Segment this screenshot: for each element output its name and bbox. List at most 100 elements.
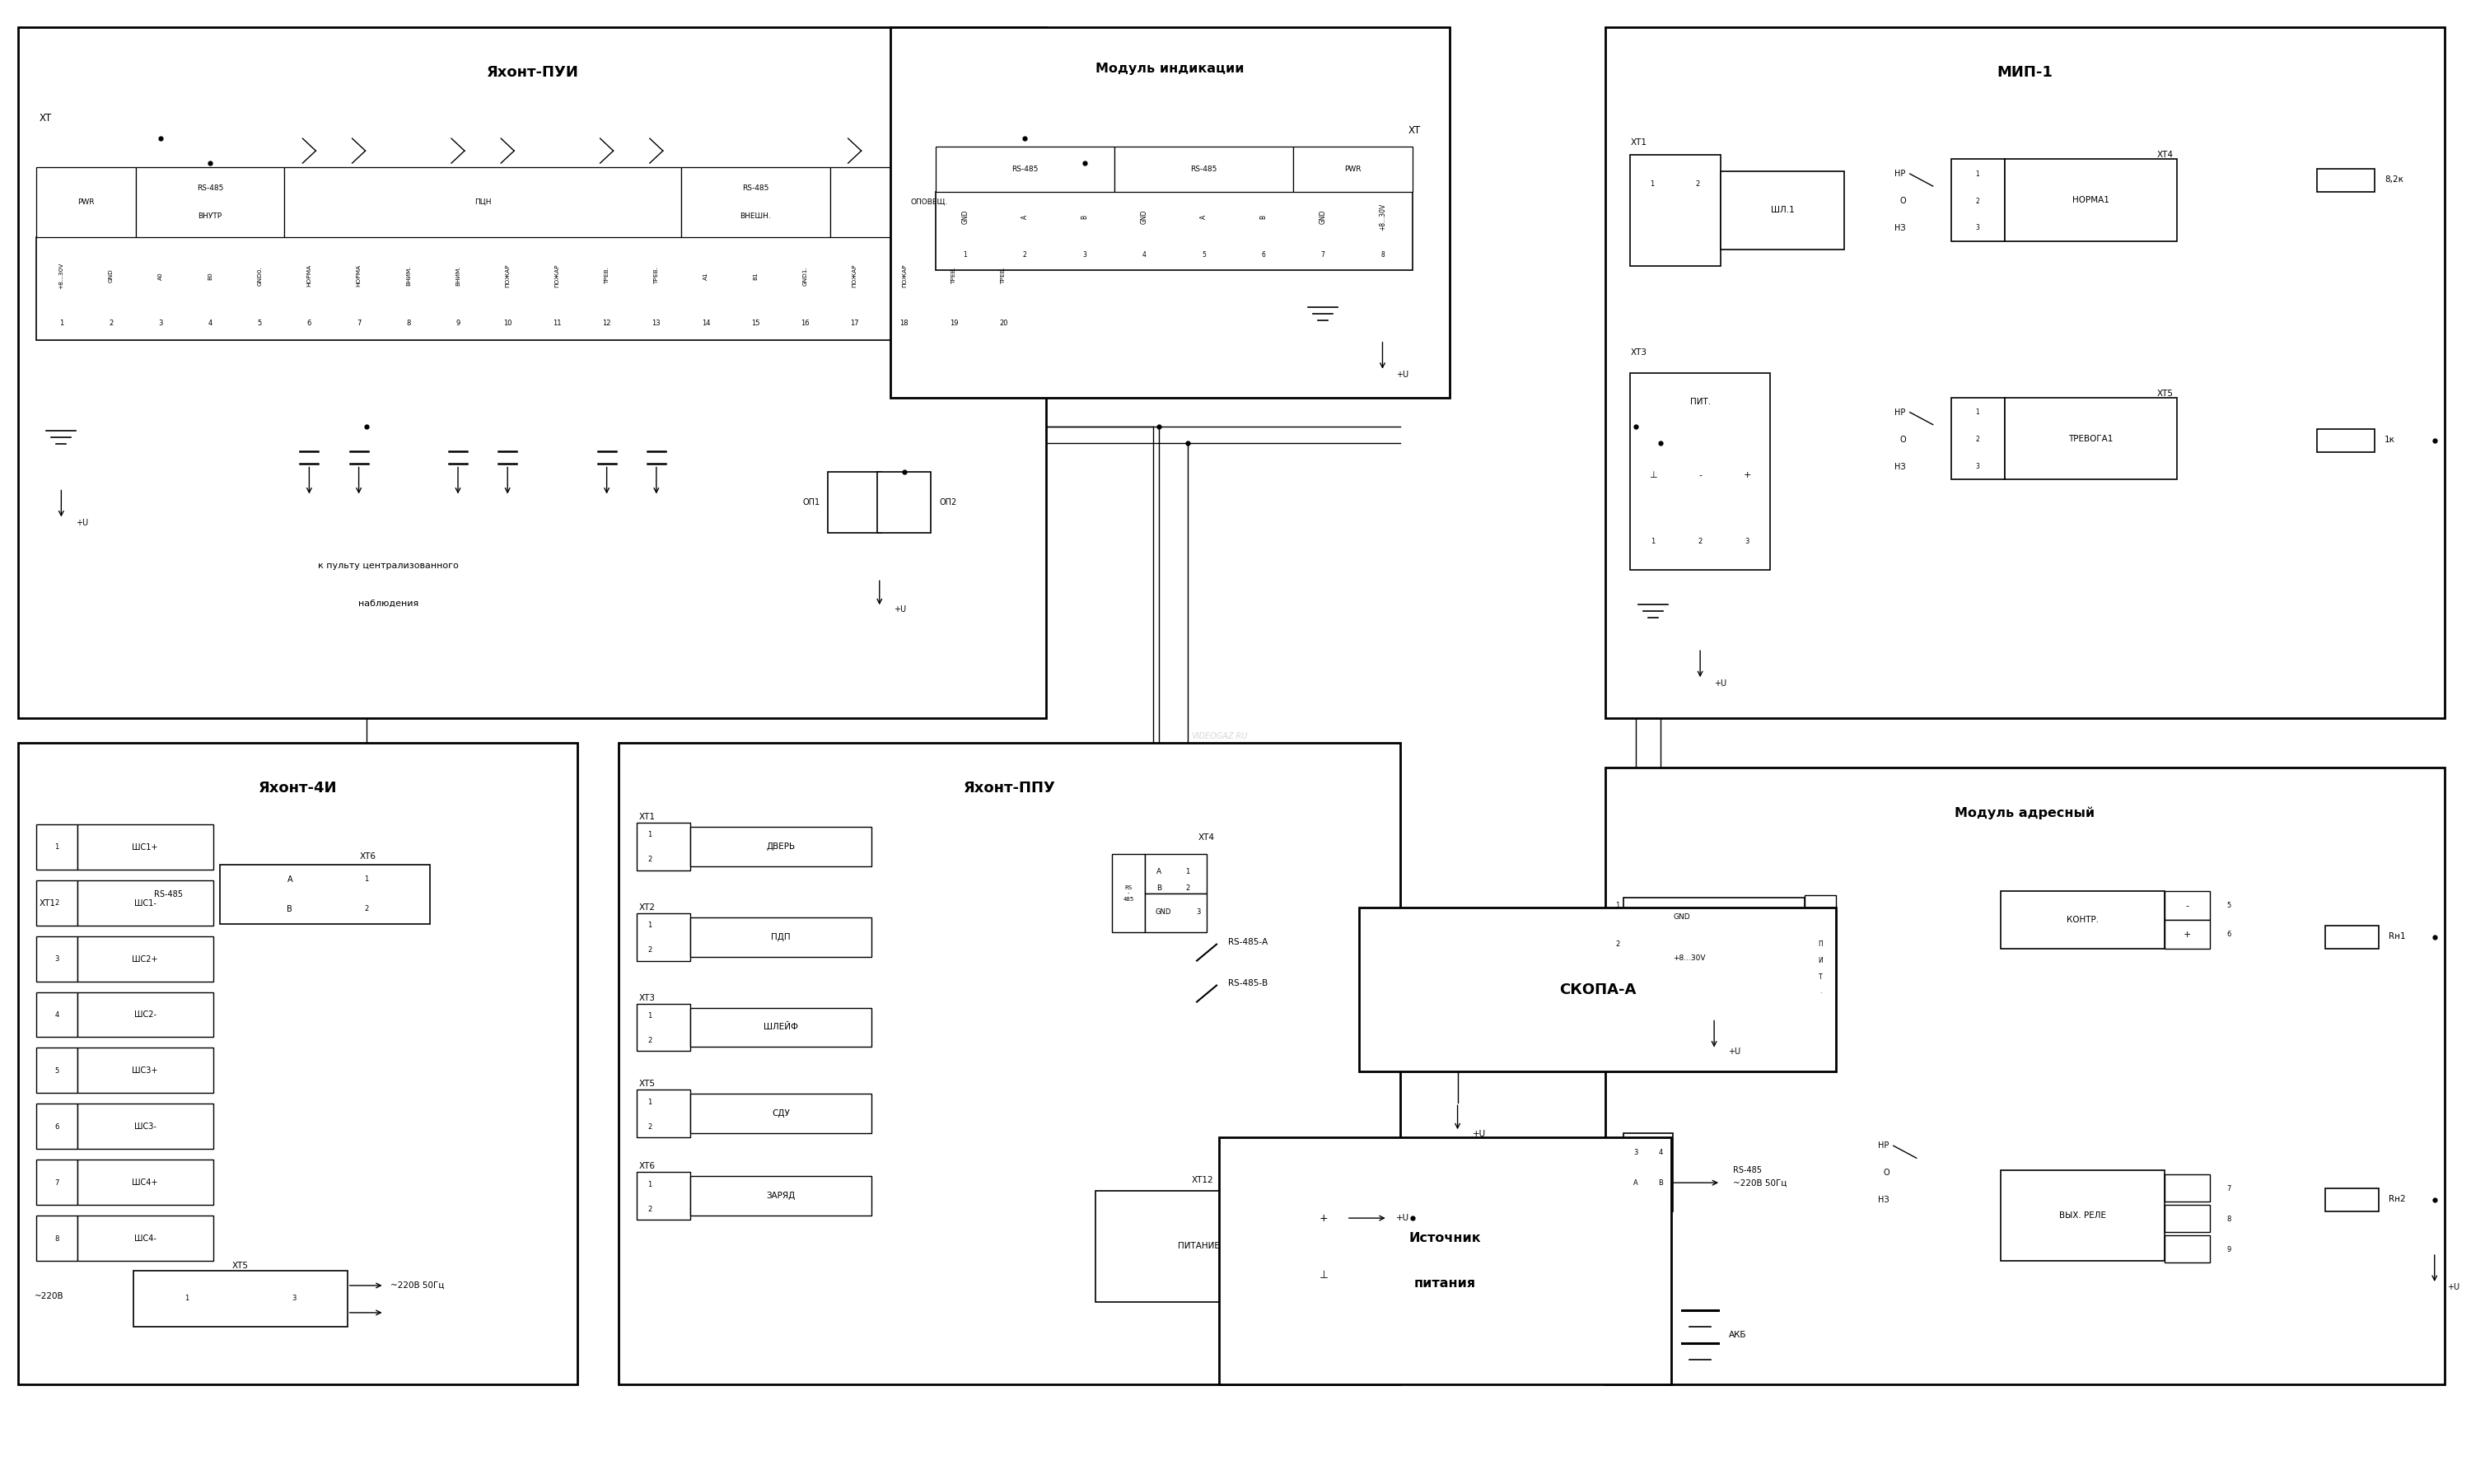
Text: ХТ: ХТ	[40, 113, 52, 123]
Text: СКОПА-А: СКОПА-А	[1559, 982, 1636, 997]
Bar	[1144, 893, 1206, 932]
Bar	[1623, 898, 1804, 979]
Text: 3: 3	[54, 956, 59, 963]
Text: B: B	[1658, 1178, 1663, 1186]
Bar	[689, 827, 872, 867]
Text: к пульту централизованного: к пульту централизованного	[319, 562, 460, 570]
Text: 7: 7	[2226, 1184, 2231, 1192]
Text: Rн1: Rн1	[2389, 932, 2404, 941]
Bar	[2325, 1189, 2380, 1211]
Text: +U: +U	[77, 519, 89, 527]
Text: 1: 1	[1651, 180, 1656, 187]
Text: +U: +U	[2446, 1284, 2459, 1291]
Bar	[682, 168, 830, 237]
Text: 3: 3	[292, 1296, 297, 1303]
Text: 2: 2	[647, 856, 652, 864]
Text: 2: 2	[1974, 436, 1979, 444]
Bar	[284, 168, 682, 237]
Bar	[638, 1003, 689, 1051]
Text: 15: 15	[751, 319, 759, 326]
Text: Rн2: Rн2	[2389, 1195, 2404, 1204]
Bar	[77, 1048, 213, 1094]
Text: 1: 1	[647, 1012, 652, 1020]
Text: 1: 1	[363, 876, 368, 883]
Bar	[890, 28, 1450, 398]
Text: +U: +U	[1727, 1048, 1740, 1057]
Text: 6: 6	[54, 1123, 59, 1131]
Text: 2: 2	[647, 1037, 652, 1045]
Text: 5: 5	[2226, 902, 2231, 910]
Text: GND0.: GND0.	[257, 266, 262, 285]
Text: питания: питания	[1413, 1278, 1475, 1290]
Text: Яхонт-ППУ: Яхонт-ППУ	[964, 781, 1055, 795]
Bar	[77, 824, 213, 870]
Bar	[1095, 1192, 1302, 1301]
Text: 1: 1	[54, 843, 59, 850]
Text: ХТ: ХТ	[1408, 125, 1421, 135]
Text: B1: B1	[754, 272, 759, 280]
Text: П: П	[1819, 941, 1824, 948]
Text: ХТ3: ХТ3	[640, 994, 655, 1002]
Text: НР: НР	[1895, 408, 1905, 417]
Bar	[1112, 853, 1144, 932]
Text: ПОЖАР: ПОЖАР	[902, 264, 907, 288]
Text: 5: 5	[257, 319, 262, 326]
Bar	[37, 991, 77, 1037]
Text: ТРЕВ.: ТРЕВ.	[655, 267, 660, 285]
Text: Яхонт-4И: Яхонт-4И	[259, 781, 339, 795]
Text: ПЦН: ПЦН	[474, 199, 492, 206]
Text: 11: 11	[554, 319, 561, 326]
Text: RS-485: RS-485	[1732, 1166, 1762, 1174]
Text: ~220В 50Гц: ~220В 50Гц	[1732, 1178, 1787, 1187]
Text: ПОЖАР: ПОЖАР	[852, 264, 857, 288]
Text: 4: 4	[1658, 1149, 1663, 1156]
Text: GND: GND	[1673, 914, 1690, 922]
Bar	[689, 1094, 872, 1134]
Text: 1: 1	[59, 319, 64, 326]
Text: ШС1+: ШС1+	[131, 843, 158, 852]
Text: ОП2: ОП2	[939, 499, 956, 506]
Text: 4: 4	[208, 319, 213, 326]
Bar	[2318, 169, 2375, 191]
Text: НОРМА: НОРМА	[306, 264, 311, 286]
Bar	[220, 865, 430, 923]
Text: 14: 14	[702, 319, 709, 326]
Text: 1: 1	[1616, 902, 1619, 910]
Text: 16: 16	[801, 319, 810, 326]
Text: НР: НР	[1895, 169, 1905, 178]
Bar	[1631, 372, 1769, 570]
Bar	[689, 917, 872, 957]
Text: 3: 3	[1974, 463, 1979, 470]
Text: ХТ1: ХТ1	[40, 899, 54, 907]
Text: PWR: PWR	[1344, 166, 1362, 174]
Bar	[1952, 398, 2004, 479]
Bar	[1359, 907, 1836, 1071]
Text: ШС2+: ШС2+	[131, 956, 158, 963]
Text: A: A	[287, 876, 292, 883]
Bar	[828, 472, 882, 533]
Text: 7: 7	[356, 319, 361, 326]
Text: ШЛЕЙФ: ШЛЕЙФ	[764, 1022, 798, 1031]
Text: 8: 8	[1381, 251, 1384, 258]
Text: ПИТАНИЕ: ПИТАНИЕ	[1179, 1242, 1221, 1250]
Text: 1: 1	[1651, 537, 1656, 545]
Text: О: О	[1900, 197, 1905, 205]
Text: B: B	[1260, 215, 1268, 218]
Text: 7: 7	[1322, 251, 1324, 258]
Text: НЗ: НЗ	[1878, 1196, 1890, 1204]
Text: RS-485: RS-485	[1011, 166, 1038, 174]
Text: ШС1-: ШС1-	[133, 899, 156, 907]
Text: 2: 2	[1616, 941, 1619, 948]
Text: ОП1: ОП1	[803, 499, 820, 506]
Text: B0: B0	[208, 272, 213, 280]
Text: МИП-1: МИП-1	[1997, 65, 2053, 80]
Text: 6: 6	[1260, 251, 1265, 258]
Text: ⊥: ⊥	[1320, 1269, 1327, 1281]
Text: -: -	[2184, 901, 2189, 910]
Text: ХТ5: ХТ5	[640, 1080, 655, 1088]
Bar	[37, 1215, 77, 1261]
Text: RS-485-А: RS-485-А	[1228, 938, 1268, 945]
Bar	[638, 1172, 689, 1220]
Bar	[37, 824, 77, 870]
Text: 1: 1	[1974, 408, 1979, 416]
